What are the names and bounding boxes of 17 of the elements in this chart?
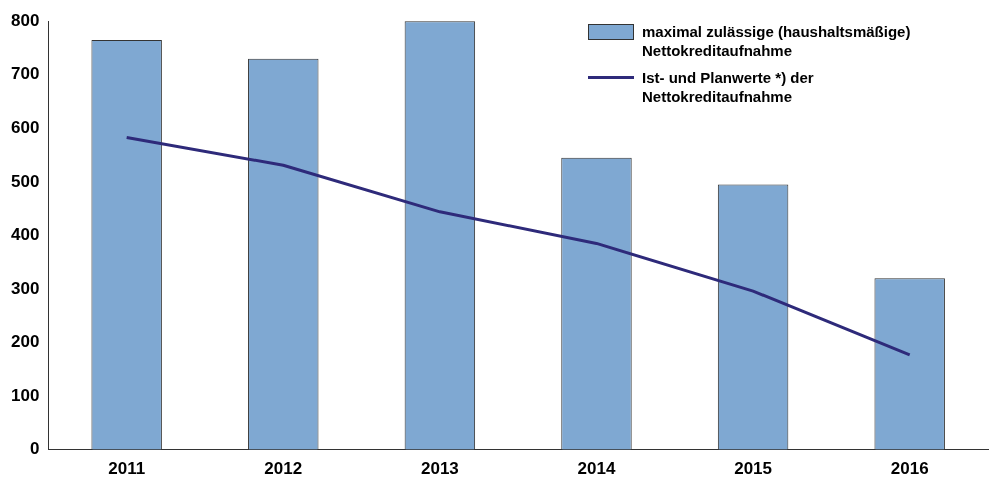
y-tick-label: 500 bbox=[10, 171, 40, 191]
y-tick-label: 100 bbox=[10, 385, 40, 405]
x-tick-label: 2016 bbox=[890, 459, 929, 479]
legend-label: Ist- und Planwerte *) der Nettokreditaufnahme bbox=[642, 68, 815, 106]
y-tick-label: 800 bbox=[10, 10, 40, 30]
y-tick-label: 700 bbox=[10, 64, 40, 84]
x-tick-label: 2013 bbox=[420, 459, 459, 479]
x-tick-label: 2015 bbox=[734, 459, 773, 479]
y-tick-label: 300 bbox=[10, 278, 40, 298]
y-tick-label: 0 bbox=[29, 439, 40, 459]
y-tick-label: 200 bbox=[10, 332, 40, 352]
legend-label: maximal zulässige (haushaltsmäßige) Nettokreditaufnahme bbox=[642, 22, 912, 60]
y-tick-label: 600 bbox=[10, 117, 40, 137]
x-tick-label: 2014 bbox=[577, 459, 616, 479]
x-tick-label: 2012 bbox=[264, 459, 303, 479]
y-tick-label: 400 bbox=[10, 225, 40, 245]
x-tick-label: 2011 bbox=[108, 459, 146, 479]
